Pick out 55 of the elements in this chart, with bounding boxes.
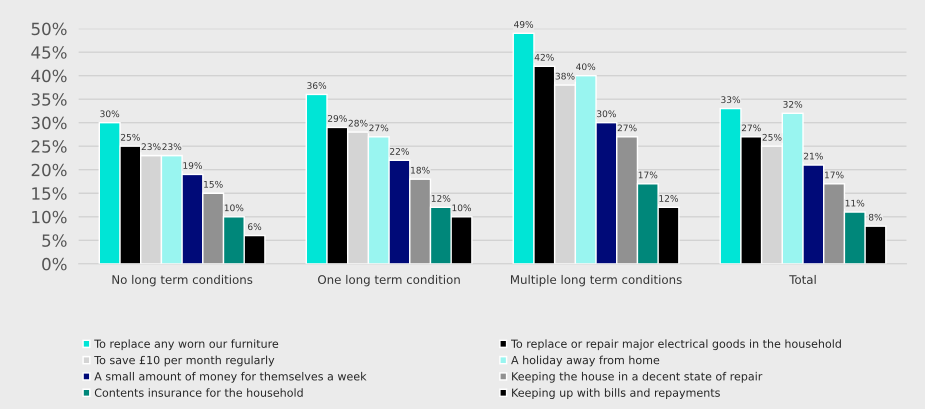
data-label: 27%: [742, 124, 761, 132]
data-label: 17%: [638, 172, 658, 178]
data-label: 49%: [514, 20, 534, 28]
data-label: 22%: [390, 148, 409, 155]
data-label: 12%: [659, 195, 678, 202]
y-tick-label: 40%: [31, 70, 67, 82]
data-label: 27%: [618, 124, 637, 132]
x-tick-label: No long term conditions: [112, 274, 252, 286]
data-label: 30%: [597, 110, 616, 118]
legend-label: A small amount of money for themselves a week: [94, 372, 367, 383]
y-tick-label: 10%: [32, 210, 67, 224]
y-tick-label: 45%: [31, 46, 67, 59]
data-label: 23%: [142, 143, 161, 150]
legend-label: Contents insurance for the household: [94, 388, 303, 397]
data-label: 10%: [224, 204, 244, 212]
data-label: 36%: [307, 82, 326, 89]
data-label: 6%: [248, 223, 262, 230]
data-label: 25%: [762, 134, 782, 141]
data-label: 15%: [204, 180, 223, 188]
data-label: 11%: [846, 200, 864, 207]
y-tick-label: 35%: [32, 93, 67, 106]
legend-label: To replace any worn our furniture: [94, 339, 278, 350]
data-label: 18%: [411, 166, 430, 174]
data-label: 10%: [452, 204, 472, 212]
x-tick-label: Total: [789, 274, 816, 284]
data-label: 40%: [576, 63, 596, 70]
data-label: 38%: [556, 72, 575, 80]
legend-label: A holiday away from home: [511, 356, 660, 366]
data-label: 33%: [721, 96, 740, 104]
data-label: 29%: [328, 115, 347, 122]
legend-label: Keeping up with bills and repayments: [512, 388, 720, 399]
data-label: 28%: [348, 120, 368, 127]
data-label: 19%: [183, 162, 202, 169]
data-label: 25%: [120, 134, 140, 141]
data-label: 21%: [804, 152, 823, 160]
y-tick-label: 5%: [42, 234, 67, 247]
y-tick-label: 30%: [32, 116, 67, 130]
data-label: 32%: [783, 100, 802, 108]
data-label: 30%: [100, 110, 120, 118]
y-tick-label: 15%: [32, 187, 67, 200]
data-label: 17%: [825, 172, 844, 178]
data-label: 42%: [534, 54, 554, 61]
data-label: 27%: [369, 124, 388, 132]
legend-label: To save £10 per month regularly: [94, 356, 274, 366]
data-label: 8%: [868, 214, 882, 221]
legend-label: To replace or repair major electrical goods in the household: [510, 339, 841, 350]
data-label: 12%: [432, 195, 450, 202]
x-tick-label: Multiple long term conditions: [511, 274, 682, 286]
legend-label: Keeping the house in a decent state of repair: [512, 372, 762, 383]
x-tick-label: One long term condition: [318, 274, 460, 286]
y-tick-label: 25%: [32, 140, 67, 153]
y-tick-label: 20%: [32, 164, 67, 176]
y-tick-label: 0%: [42, 258, 67, 270]
y-tick-label: 50%: [32, 22, 67, 36]
data-label: 23%: [162, 143, 182, 150]
